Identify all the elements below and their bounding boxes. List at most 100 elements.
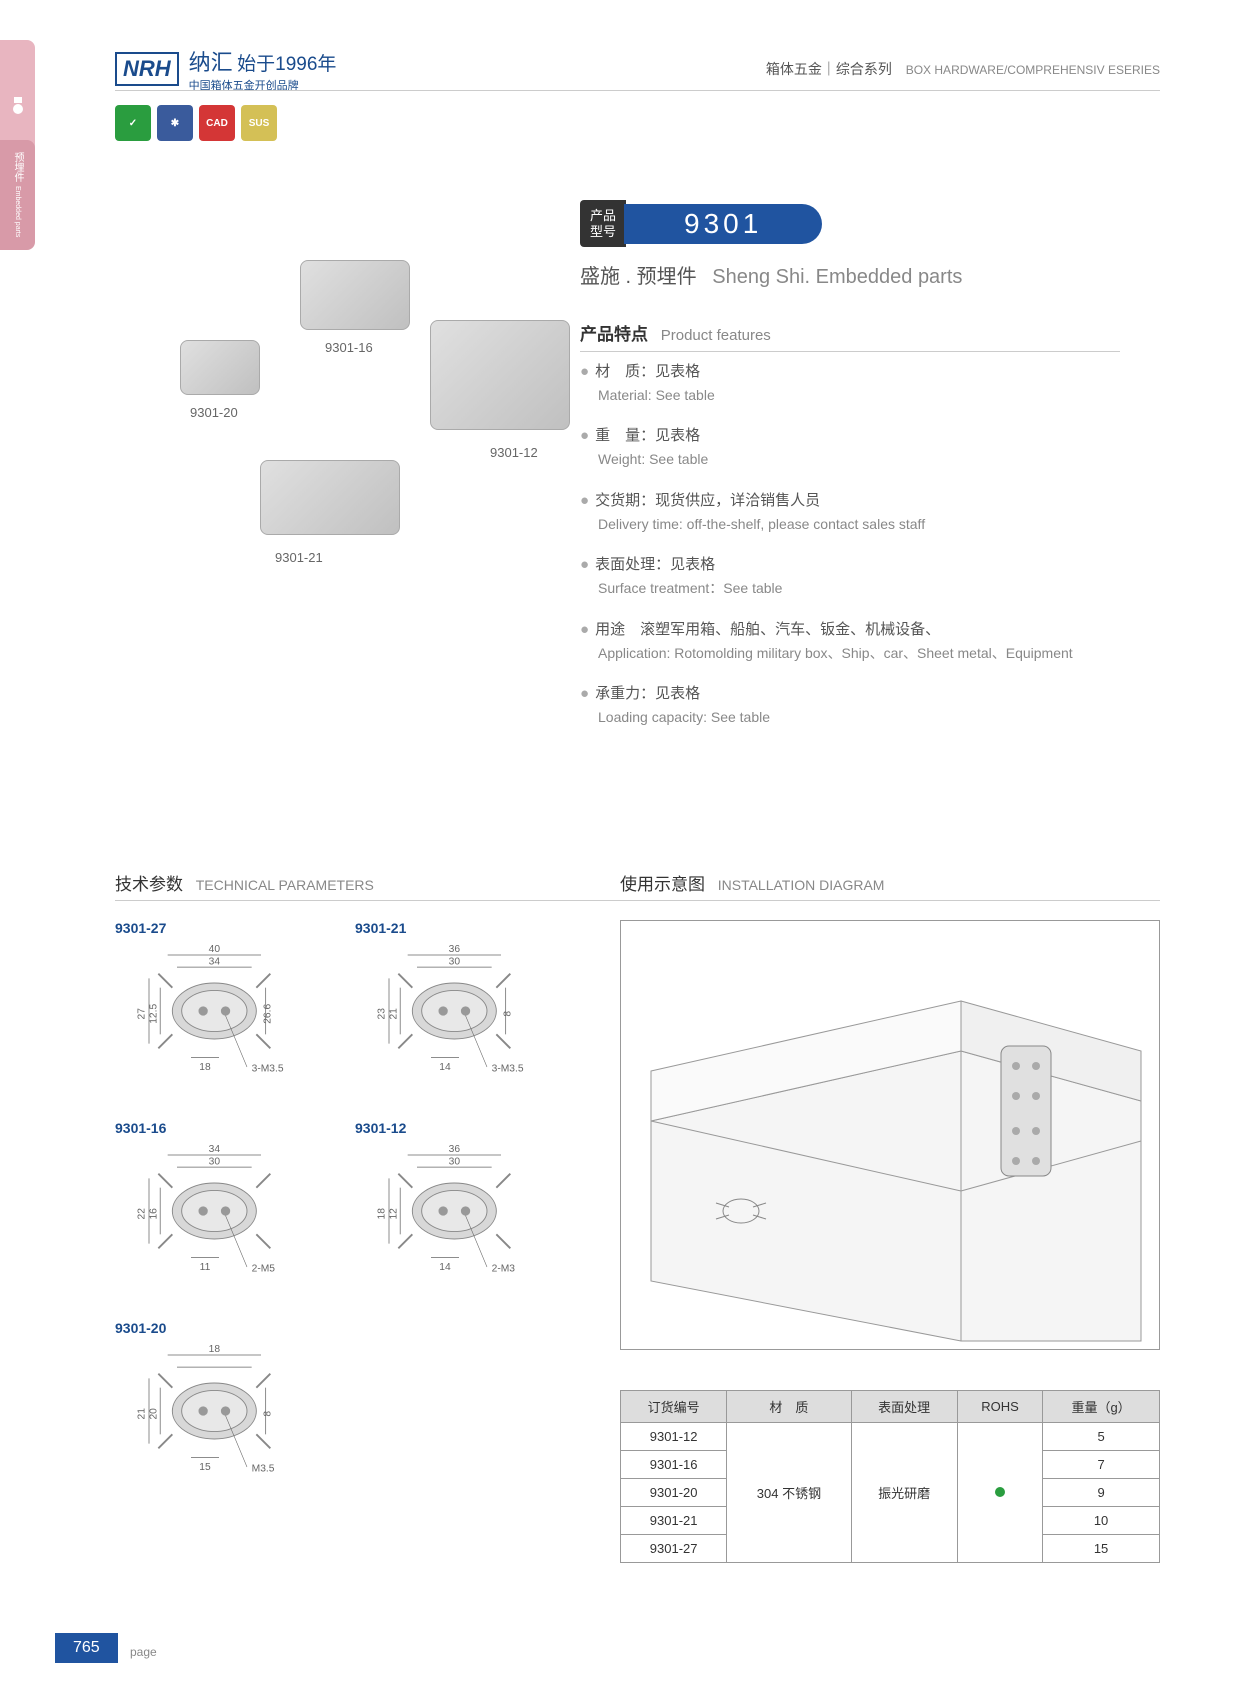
- diagram-label: 9301-27: [115, 920, 295, 936]
- feature-cn: 材 质：见表格: [595, 363, 700, 380]
- install-svg: [621, 921, 1161, 1351]
- cell-material: 304 不锈钢: [727, 1423, 851, 1563]
- features-list: ● 材 质：见表格 Material: See table ● 重 量：见表格 Weigh…: [580, 360, 1120, 746]
- header-divider: [115, 90, 1160, 91]
- cell-weight: 15: [1043, 1535, 1160, 1563]
- feature-en: Loading capacity: See table: [598, 706, 1120, 728]
- diagram-svg: 18 21 20 8 15 M3.5: [115, 1341, 295, 1481]
- tech-diagram: 9301-21 36 30 23 21 8 14 3-M3.5: [355, 920, 535, 1086]
- svg-text:34: 34: [209, 1144, 221, 1155]
- feature-badge: SUS: [241, 105, 277, 141]
- product-name-en: Sheng Shi. Embedded parts: [712, 266, 962, 288]
- feature-item: ● 承重力：见表格 Loading capacity: See table: [580, 682, 1120, 728]
- diagram-svg: 40 34 27 12.5 26.6 18 3-M3.5: [115, 941, 295, 1081]
- header-cat-cn: 箱体五金｜综合系列: [766, 61, 892, 77]
- product-part-image: [300, 260, 410, 330]
- feature-en: Material: See table: [598, 384, 1120, 406]
- tech-params-heading: 技术参数 TECHNICAL PARAMETERS: [115, 870, 374, 895]
- svg-text:14: 14: [439, 1062, 451, 1073]
- svg-text:3-M3.5: 3-M3.5: [252, 1064, 284, 1075]
- product-part-label: 9301-20: [190, 405, 238, 420]
- cell-rohs: [957, 1423, 1042, 1563]
- bullet-icon: ●: [580, 492, 589, 509]
- features-heading-cn: 产品特点: [580, 325, 648, 344]
- feature-cn: 交货期：现货供应，详洽销售人员: [595, 492, 820, 509]
- logo-since: 始于1996年: [237, 54, 336, 75]
- feature-en: Surface treatment：See table: [598, 577, 1120, 599]
- product-image-area: 9301-209301-169301-129301-21: [140, 200, 560, 580]
- model-label: 产品 型号: [580, 200, 626, 247]
- table-header: 重量（g）: [1043, 1391, 1160, 1423]
- bullet-icon: ●: [580, 427, 589, 444]
- svg-text:15: 15: [199, 1462, 211, 1473]
- svg-text:12.5: 12.5: [148, 1004, 159, 1024]
- svg-text:16: 16: [148, 1208, 159, 1220]
- feature-item: ●交货期：现货供应，详洽销售人员Delivery time: off-the-s…: [580, 489, 1120, 535]
- svg-text:34: 34: [209, 956, 221, 967]
- feature-cn: 重 量：见表格: [595, 427, 700, 444]
- table-header: 表面处理: [851, 1391, 957, 1423]
- cell-code: 9301-20: [621, 1479, 727, 1507]
- bullet-icon: ●: [580, 685, 589, 702]
- badge-row: ✓✱CADSUS: [115, 105, 277, 141]
- cell-weight: 7: [1043, 1451, 1160, 1479]
- header-category: 箱体五金｜综合系列 BOX HARDWARE/COMPREHENSIV ESER…: [766, 59, 1160, 79]
- svg-text:18: 18: [376, 1208, 387, 1220]
- bullet-icon: ●: [580, 363, 589, 380]
- svg-text:30: 30: [449, 1156, 461, 1167]
- svg-text:21: 21: [388, 1008, 399, 1020]
- svg-text:M3.5: M3.5: [252, 1464, 275, 1475]
- cell-code: 9301-21: [621, 1507, 727, 1535]
- product-part-label: 9301-21: [275, 550, 323, 565]
- table-header: 材 质: [727, 1391, 851, 1423]
- table-header: ROHS: [957, 1391, 1042, 1423]
- svg-text:18: 18: [209, 1344, 221, 1355]
- feature-en: Application: Rotomolding military box、Sh…: [598, 642, 1120, 664]
- svg-text:8: 8: [262, 1411, 273, 1417]
- install-heading-en: INSTALLATION DIAGRAM: [718, 877, 885, 893]
- svg-text:23: 23: [376, 1008, 387, 1020]
- product-name-cn: 盛施 . 预埋件: [580, 266, 697, 288]
- diagram-svg: 34 30 22 16 11 2-M5: [115, 1141, 295, 1281]
- diagram-svg: 36 30 23 21 8 14 3-M3.5: [355, 941, 535, 1081]
- cell-weight: 9: [1043, 1479, 1160, 1507]
- product-part-label: 9301-12: [490, 445, 538, 460]
- model-box: 产品 型号 9301: [580, 200, 822, 247]
- feature-cn: 承重力：见表格: [595, 685, 700, 702]
- install-heading: 使用示意图 INSTALLATION DIAGRAM: [620, 870, 884, 895]
- product-part-image: [430, 320, 570, 430]
- svg-text:12: 12: [388, 1208, 399, 1220]
- feature-item: ● 重 量：见表格 Weight: See table: [580, 424, 1120, 470]
- cell-weight: 10: [1043, 1507, 1160, 1535]
- section-divider: [115, 900, 1160, 901]
- tech-diagram: 9301-12 36 30 18 12 14 2-M3: [355, 1120, 535, 1286]
- bullet-icon: ●: [580, 621, 589, 638]
- cell-surface: 振光研磨: [851, 1423, 957, 1563]
- tech-diagram: 9301-20 18 21 20 8 15 M3.5: [115, 1320, 295, 1486]
- feature-item: ● 材 质：见表格 Material: See table: [580, 360, 1120, 406]
- svg-text:21: 21: [136, 1408, 147, 1420]
- feature-en: Weight: See table: [598, 448, 1120, 470]
- logo-text-block: 纳汇 始于1996年 中国箱体五金开创品牌: [189, 45, 337, 93]
- feature-cn: 表面处理：见表格: [595, 556, 715, 573]
- tech-heading-cn: 技术参数: [115, 875, 183, 894]
- logo-cn: 纳汇: [189, 50, 233, 75]
- features-heading: 产品特点 Product features: [580, 320, 1120, 352]
- feature-item: ● 用途 滚塑军用箱、船舶、汽车、钣金、机械设备、 Application: Rot…: [580, 618, 1120, 664]
- page-label: page: [130, 1645, 157, 1659]
- svg-text:8: 8: [502, 1011, 513, 1017]
- feature-cn: 用途 滚塑军用箱、船舶、汽车、钣金、机械设备、: [595, 621, 940, 638]
- svg-text:36: 36: [449, 944, 461, 955]
- bullet-icon: ●: [580, 556, 589, 573]
- tech-heading-en: TECHNICAL PARAMETERS: [196, 877, 374, 893]
- svg-text:22: 22: [136, 1208, 147, 1220]
- side-tab-cn: 预埋件: [10, 152, 25, 182]
- rohs-dot-icon: [995, 1487, 1005, 1497]
- svg-text:30: 30: [209, 1156, 221, 1167]
- svg-text:40: 40: [209, 944, 221, 955]
- tech-diagram: 9301-16 34 30 22 16 11 2-M5: [115, 1120, 295, 1286]
- feature-badge: ✓: [115, 105, 151, 141]
- installation-diagram: [620, 920, 1160, 1350]
- table-row: 9301-12304 不锈钢振光研磨5: [621, 1423, 1160, 1451]
- diagram-label: 9301-21: [355, 920, 535, 936]
